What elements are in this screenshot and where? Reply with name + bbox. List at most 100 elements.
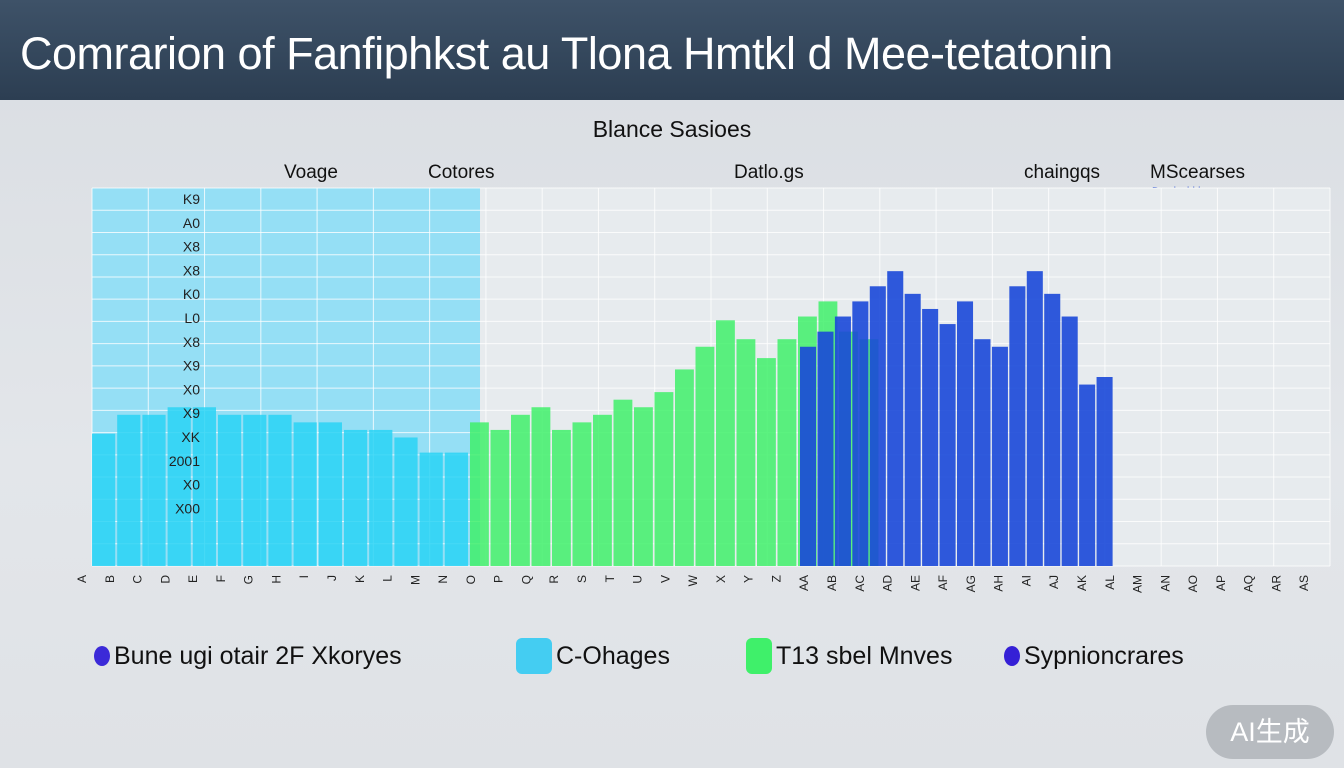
bar-series-1 [243,414,267,566]
y-tick-label: K9 [183,191,200,207]
x-tick-label: AB [825,575,839,591]
x-tick-label: AS [1297,575,1311,591]
y-tick-label: L0 [184,310,200,326]
legend-item-3: T13 sbel Mnves [746,636,952,676]
bar-series-2 [736,339,756,566]
x-tick-label: P [492,575,506,583]
legend-label-1: Bune ugi otair 2F Xkoryes [114,641,402,670]
x-tick-label: Q [519,575,533,584]
bar-series-1 [192,407,216,566]
x-tick-label: O [464,575,478,584]
bar-series-3 [1009,286,1026,566]
bar-series-2 [716,320,735,566]
bar-series-1 [268,414,292,566]
x-tick-label: N [436,575,450,584]
x-tick-label: AC [853,575,867,592]
column-header-2: Cotores [428,162,495,183]
legend-item-1: Bune ugi otair 2F Xkoryes [94,636,402,676]
ai-watermark: AI生成 [1206,705,1334,759]
bar-series-1 [117,414,141,566]
bar-series-3 [991,346,1008,566]
x-tick-label: AH [992,575,1006,592]
y-tick-label: XK [181,429,200,445]
x-tick-label: AF [936,575,950,590]
x-tick-label: AL [1103,575,1117,590]
bar-series-3 [852,301,869,566]
bar-series-2 [511,414,530,566]
x-tick-label: X [714,575,728,583]
page-title: Comrarion of Fanfiphkst au Tlona Hmtkl d… [20,28,1113,79]
legend-item-2: C-Ohages [516,636,670,676]
column-header-3: Datlo.gs [734,162,804,183]
x-tick-label: AP [1214,575,1228,591]
y-tick-label: X0 [183,381,200,397]
y-tick-label: X8 [183,239,200,255]
x-tick-label: T [603,574,617,582]
x-tick-label: Y [742,575,756,583]
x-tick-label: AJ [1047,575,1061,589]
bar-series-2 [695,346,715,566]
x-tick-label: AN [1158,575,1172,592]
column-header-1: Voage [284,162,338,183]
bar-series-2 [593,414,612,566]
y-tick-label: X8 [183,262,200,278]
bar-series-3 [974,339,991,566]
legend-swatch-4 [1004,646,1020,666]
y-tick-label: X8 [183,334,200,350]
bar-series-1 [318,422,342,566]
x-tick-label: AE [908,575,922,591]
x-tick-label: AA [797,575,811,591]
bar-series-3 [1079,384,1096,566]
bar-series-2 [572,422,592,566]
bar-series-1 [444,452,468,566]
x-tick-label: F [214,575,228,582]
x-tick-label: D [158,575,172,584]
bar-series-2 [531,407,551,566]
bar-series-3 [1061,316,1078,566]
x-tick-label: H [269,575,283,584]
bar-series-3 [904,293,921,566]
legend-swatch-1 [94,646,110,666]
x-tick-label: AR [1269,575,1283,592]
bar-series-2 [757,358,776,566]
chart-subtitle: Blance Sasioes [592,116,752,142]
bar-series-1 [293,422,317,566]
column-header-4: chaingqs [1024,162,1101,183]
x-tick-label: K [353,575,367,583]
bar-series-1 [142,414,166,566]
bar-series-2 [675,369,694,566]
x-tick-label: R [547,575,561,584]
legend-label-3: T13 sbel Mnves [776,641,953,670]
x-tick-label: G [242,575,256,584]
bar-series-1 [167,407,191,566]
bar-series-1 [419,452,443,566]
y-tick-label: X9 [183,358,200,374]
x-tick-label: U [631,575,645,584]
bar-series-2 [470,422,489,566]
x-tick-label: AI [1019,575,1033,586]
x-tick-label: J [325,575,339,581]
column-header-5: MScearses [1150,162,1246,183]
x-tick-label: E [186,575,200,583]
bar-series-3 [800,346,817,566]
x-tick-label: Z [769,575,783,582]
bar-series-2 [490,429,510,566]
legend-label-2: C-Ohages [556,641,670,670]
legend-item-4: Sypnioncrares [1004,636,1184,676]
legend-swatch-3 [746,638,772,674]
bar-series-1 [92,433,116,566]
y-tick-label: 2001 [169,453,200,469]
x-tick-label: I [297,575,311,578]
bar-series-2 [634,407,653,566]
bar-series-3 [1096,377,1113,566]
x-tick-label: AM [1131,575,1145,593]
title-bar: Comrarion of Fanfiphkst au Tlona Hmtkl d… [0,0,1344,100]
bar-series-1 [344,429,368,566]
bar-series-1 [394,437,418,566]
bar-series-3 [834,316,851,566]
bar-series-3 [869,286,886,566]
x-tick-label: V [658,575,672,583]
bar-series-1 [218,414,242,566]
x-tick-label: A [75,575,89,583]
